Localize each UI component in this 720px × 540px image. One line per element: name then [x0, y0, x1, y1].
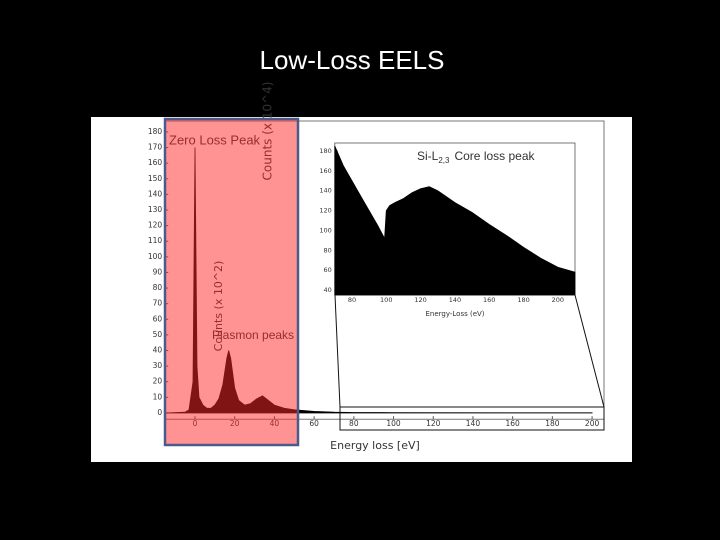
y-tick-label: 20	[153, 377, 163, 386]
y-tick-label: 120	[148, 221, 163, 230]
y-tick-label: 80	[324, 246, 332, 254]
x-tick-label: 140	[466, 419, 481, 428]
x-tick-label: 80	[349, 419, 359, 428]
y-tick-label: 50	[153, 330, 163, 339]
slide-title: Low-Loss EELS	[260, 45, 445, 75]
x-tick-label: 100	[386, 419, 401, 428]
y-tick-label: 70	[153, 299, 163, 308]
x-tick-label: 120	[426, 419, 441, 428]
x-axis-label: Energy-Loss (eV)	[425, 310, 484, 318]
y-tick-label: 0	[157, 408, 162, 417]
zoom-line	[574, 294, 605, 408]
x-tick-label: 80	[348, 296, 356, 304]
x-tick-label: 140	[449, 296, 461, 304]
zoom-line	[334, 294, 341, 408]
y-tick-label: 150	[148, 174, 163, 183]
annotation-subscript: 2,3	[438, 156, 450, 165]
x-tick-label: 160	[506, 419, 521, 428]
zoom-box	[339, 406, 605, 431]
annotation: Si-L2,3 Core loss peak	[417, 149, 536, 165]
y-tick-label: 40	[324, 286, 332, 294]
y-tick-label: 10	[153, 392, 163, 401]
y-tick-label: 80	[153, 283, 163, 292]
highlight-region	[163, 117, 300, 447]
y-tick-label: 130	[148, 205, 163, 214]
x-tick-label: 200	[585, 419, 600, 428]
y-tick-label: 40	[153, 346, 163, 355]
x-tick-label: 200	[552, 296, 564, 304]
x-tick-label: 180	[517, 296, 529, 304]
x-tick-label: 100	[380, 296, 392, 304]
x-tick-label: 180	[545, 419, 560, 428]
y-tick-label: 180	[148, 127, 163, 136]
y-tick-label: 180	[319, 147, 331, 155]
y-tick-label: 170	[148, 143, 163, 152]
y-tick-label: 140	[319, 187, 331, 195]
x-axis-label: Energy loss [eV]	[330, 439, 420, 452]
y-tick-label: 160	[148, 158, 163, 167]
x-tick-label: 60	[309, 419, 319, 428]
x-tick-label: 160	[483, 296, 495, 304]
y-tick-label: 120	[319, 207, 331, 215]
y-tick-label: 100	[148, 252, 163, 261]
y-tick-label: 140	[148, 189, 163, 198]
y-tick-label: 60	[153, 314, 163, 323]
spectrum-area	[334, 145, 576, 296]
annotation-main: Si-L	[417, 149, 439, 163]
y-tick-label: 30	[153, 361, 163, 370]
y-tick-label: 60	[324, 266, 332, 274]
y-tick-label: 90	[153, 267, 163, 276]
annotation-rest: Core loss peak	[454, 149, 535, 163]
x-tick-label: 120	[414, 296, 426, 304]
y-tick-label: 160	[319, 167, 331, 175]
y-tick-label: 100	[319, 226, 331, 234]
y-tick-label: 110	[148, 236, 163, 245]
